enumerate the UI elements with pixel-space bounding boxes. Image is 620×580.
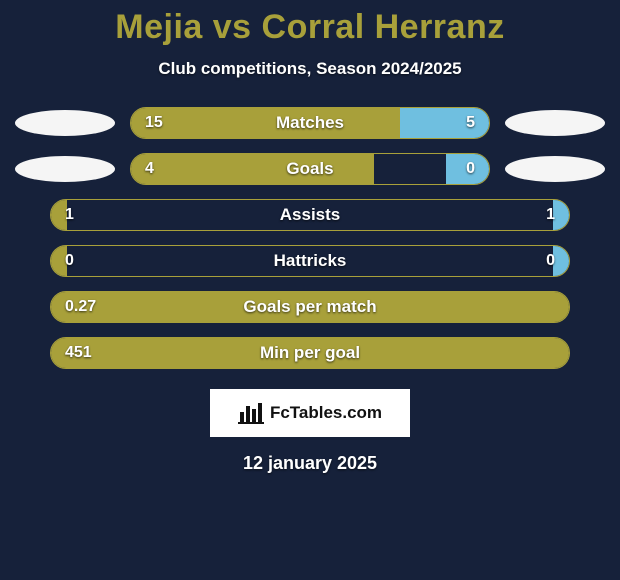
stat-label: Hattricks xyxy=(274,251,347,271)
stat-label: Goals xyxy=(286,159,333,179)
stat-value-left: 0 xyxy=(65,252,74,270)
stat-row: Goals 4 0 xyxy=(10,153,610,185)
stat-row: Min per goal 451 xyxy=(10,337,610,369)
stat-value-left: 4 xyxy=(145,160,154,178)
stat-label: Goals per match xyxy=(243,297,376,317)
right-player-badge xyxy=(500,109,610,137)
footer-date: 12 january 2025 xyxy=(0,453,620,474)
comparison-card: Mejia vs Corral Herranz Club competition… xyxy=(0,0,620,580)
left-player-badge xyxy=(10,155,120,183)
bar-right-fill xyxy=(553,246,569,276)
stat-value-right: 1 xyxy=(546,206,555,224)
stat-value-left: 15 xyxy=(145,114,163,132)
stat-value-right: 0 xyxy=(546,252,555,270)
stat-bar: Min per goal 451 xyxy=(50,337,570,369)
stat-row: Matches 15 5 xyxy=(10,107,610,139)
stat-value-left: 1 xyxy=(65,206,74,224)
stat-value-left: 451 xyxy=(65,344,92,362)
source-logo: FcTables.com xyxy=(210,389,410,437)
stat-bar: Goals 4 0 xyxy=(130,153,490,185)
stat-bar: Assists 1 1 xyxy=(50,199,570,231)
left-player-badge xyxy=(10,109,120,137)
source-logo-text: FcTables.com xyxy=(270,403,382,423)
bar-right-fill xyxy=(553,200,569,230)
stat-value-right: 5 xyxy=(466,114,475,132)
stat-label: Assists xyxy=(280,205,340,225)
bar-left-fill xyxy=(131,108,400,138)
subtitle: Club competitions, Season 2024/2025 xyxy=(0,59,620,79)
player-ellipse xyxy=(505,110,605,136)
bar-left-fill xyxy=(131,154,374,184)
stat-bar: Goals per match 0.27 xyxy=(50,291,570,323)
player-ellipse xyxy=(15,156,115,182)
stats-rows: Matches155Goals40Assists11Hattricks00Goa… xyxy=(0,107,620,369)
stat-row: Hattricks 0 0 xyxy=(10,245,610,277)
bar-right-fill xyxy=(400,108,490,138)
stat-row: Goals per match 0.27 xyxy=(10,291,610,323)
right-player-badge xyxy=(500,155,610,183)
stat-label: Min per goal xyxy=(260,343,360,363)
stat-bar: Matches 15 5 xyxy=(130,107,490,139)
stat-bar: Hattricks 0 0 xyxy=(50,245,570,277)
stat-label: Matches xyxy=(276,113,344,133)
stat-value-left: 0.27 xyxy=(65,298,96,316)
stat-row: Assists 1 1 xyxy=(10,199,610,231)
player-ellipse xyxy=(505,156,605,182)
barchart-icon xyxy=(238,402,264,424)
stat-value-right: 0 xyxy=(466,160,475,178)
player-ellipse xyxy=(15,110,115,136)
page-title: Mejia vs Corral Herranz xyxy=(0,8,620,47)
